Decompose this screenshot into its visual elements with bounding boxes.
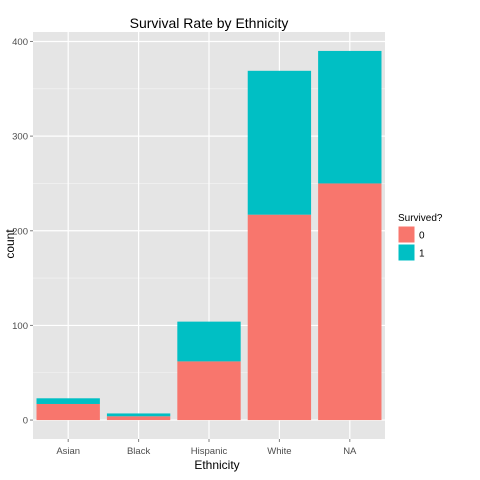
bar-hispanic-survived-0 <box>177 361 241 421</box>
bar-na-survived-1 <box>318 50 382 184</box>
bar-white-survived-0 <box>247 214 312 421</box>
y-tick-label: 200 <box>12 226 28 237</box>
legend-title: Survived? <box>398 213 443 224</box>
legend-key-0 <box>397 225 416 244</box>
bar-hispanic-survived-1 <box>177 321 241 362</box>
x-tick-label: Asian <box>56 446 80 457</box>
legend: Survived? 0 1 <box>397 213 443 262</box>
bar-asian-survived-0 <box>36 403 100 421</box>
bar-white-survived-1 <box>247 70 312 215</box>
legend-label-1: 1 <box>419 249 425 260</box>
bar-black-survived-0 <box>106 416 171 421</box>
legend-key-1 <box>397 243 416 262</box>
x-tick-label: NA <box>343 446 357 457</box>
y-tick-label: 0 <box>23 416 28 427</box>
x-axis: Asian Black Hispanic White NA <box>56 439 357 457</box>
x-tick-label: Black <box>127 446 150 457</box>
bar-black-survived-1 <box>106 413 171 417</box>
legend-label-0: 0 <box>419 231 425 242</box>
y-tick-label: 400 <box>12 37 28 48</box>
chart-title: Survival Rate by Ethnicity <box>130 15 289 31</box>
x-axis-title: Ethnicity <box>194 458 239 472</box>
y-axis-title: count <box>3 229 17 259</box>
bar-asian-survived-1 <box>36 398 100 404</box>
x-tick-label: Hispanic <box>191 446 228 457</box>
y-tick-label: 300 <box>12 132 28 143</box>
y-axis: 0 100 200 300 400 <box>12 37 33 427</box>
bar-na-survived-0 <box>318 183 382 421</box>
y-tick-label: 100 <box>12 321 28 332</box>
x-tick-label: White <box>267 446 291 457</box>
bars <box>36 50 382 421</box>
